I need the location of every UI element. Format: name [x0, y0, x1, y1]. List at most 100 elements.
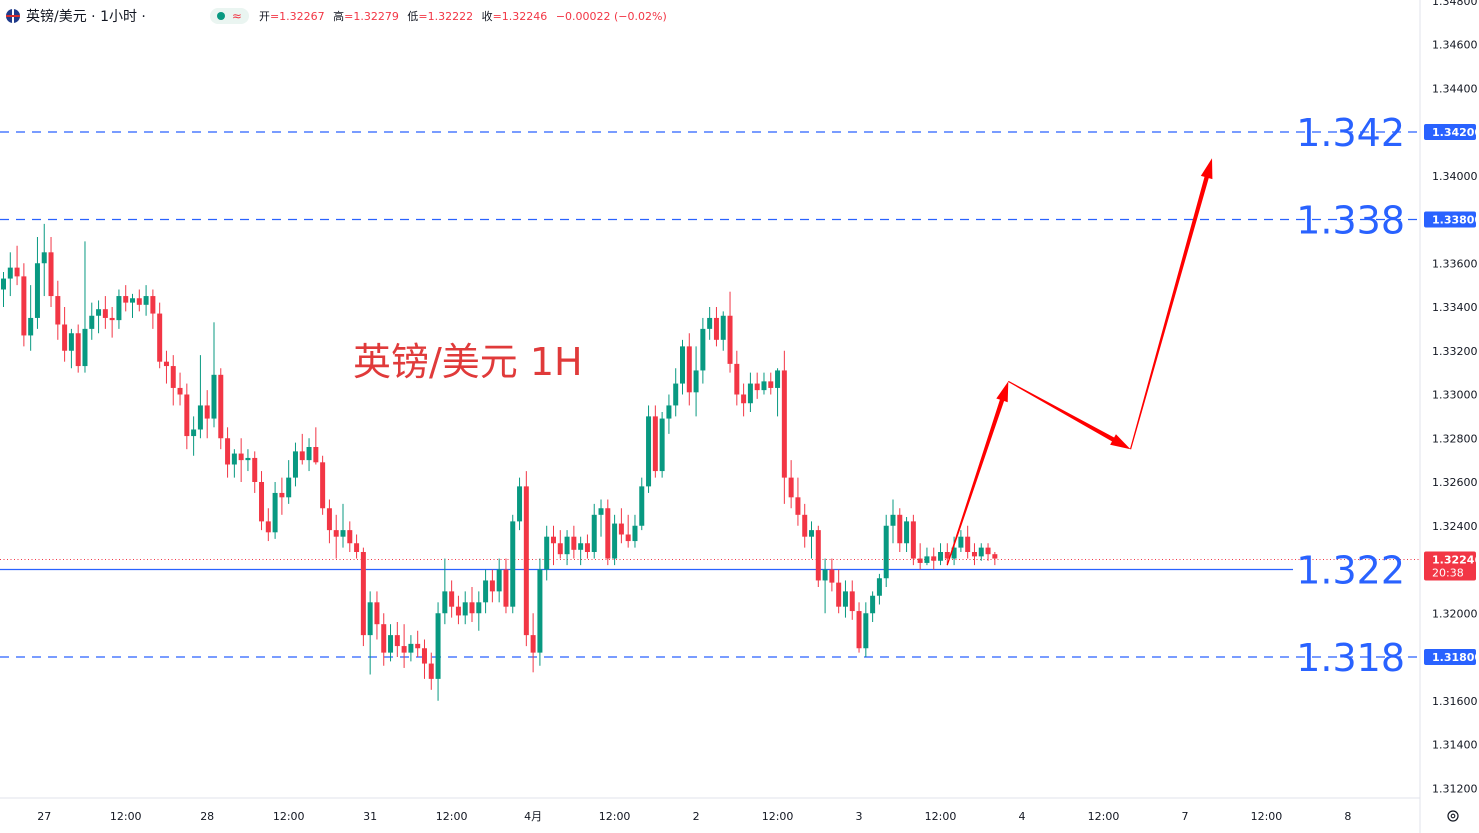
- candle-body: [686, 346, 692, 393]
- candle-body: [218, 374, 224, 439]
- candle-body: [917, 558, 923, 563]
- level-big-label: 1.322: [1296, 549, 1405, 593]
- candle-body: [944, 552, 950, 559]
- candle-body: [815, 530, 821, 581]
- candle-body: [530, 635, 536, 653]
- price-tick-label: 1.32400: [1432, 520, 1478, 533]
- candle-body: [292, 451, 298, 478]
- candle-body: [897, 514, 903, 544]
- time-tick-label: 7: [1181, 810, 1188, 823]
- candle-body: [680, 346, 685, 384]
- open-label: 开: [258, 10, 270, 23]
- candle-body: [707, 317, 713, 329]
- candle-body: [245, 457, 251, 461]
- candle-body: [82, 328, 88, 367]
- time-axis[interactable]: 27 12:00 28 12:00 31 12:00 4月 12:00 2 12:00 3 12:00…: [0, 797, 1420, 823]
- price-axis[interactable]: 1.34600 1.34400 1.34000 1.33600 1.33400 1.332…: [1419, 0, 1479, 833]
- candle-body: [340, 530, 346, 537]
- candle-body: [618, 523, 624, 535]
- candle-body: [517, 486, 523, 522]
- candle-body: [41, 252, 47, 264]
- price-tick-label: 1.33600: [1432, 257, 1478, 270]
- candle-body: [96, 309, 102, 316]
- candle-body: [55, 296, 61, 325]
- settings-gear-icon[interactable]: [1447, 810, 1459, 822]
- candle-body: [578, 543, 584, 550]
- candle-body: [306, 447, 312, 461]
- candle-body: [354, 543, 360, 552]
- candle-body: [503, 569, 509, 607]
- time-tick-label: 4月: [524, 810, 542, 823]
- candle-body: [625, 534, 631, 542]
- candle-body: [822, 569, 828, 581]
- time-tick-label: 12:00: [1088, 810, 1120, 823]
- symbol-label[interactable]: 英镑/美元 · 1小时 ·: [26, 9, 146, 25]
- candle-body: [265, 521, 271, 533]
- candle-body: [523, 486, 529, 636]
- candle-body: [408, 643, 414, 653]
- time-tick-label: 12:00: [436, 810, 468, 823]
- candle-body: [68, 333, 74, 351]
- time-tick-label: 12:00: [599, 810, 631, 823]
- price-tick-label: 1.34600: [1432, 39, 1478, 52]
- candle-body: [211, 374, 217, 419]
- level-lines: [0, 131, 1420, 658]
- level-axis-box: [1424, 649, 1476, 665]
- projection-arrow: [1008, 380, 1131, 450]
- candle-body: [754, 383, 760, 391]
- high-label: 高: [333, 10, 345, 23]
- candle-body: [14, 267, 20, 277]
- time-tick-label: 12:00: [273, 810, 305, 823]
- candle-body: [910, 521, 916, 559]
- candle-body: [938, 552, 944, 561]
- candle-body: [951, 547, 957, 559]
- time-tick-label: 28: [200, 810, 214, 823]
- ohlc-readout: 开=1.32267 高=1.32279 低=1.32222 收=1.32246 …: [259, 8, 672, 24]
- candle-body: [326, 508, 332, 531]
- candle-body: [605, 508, 611, 559]
- candle-body: [476, 602, 482, 614]
- time-tick-label: 12:00: [762, 810, 794, 823]
- candle-body: [795, 497, 801, 515]
- indicator-pills[interactable]: ≈: [209, 8, 249, 24]
- candle-body: [564, 536, 570, 555]
- price-tick-label: 1.31600: [1432, 695, 1478, 708]
- price-tick-label: 1.33000: [1432, 389, 1478, 402]
- current-price-box: [1424, 551, 1476, 581]
- candle-body: [978, 547, 984, 557]
- candle-body: [442, 591, 448, 614]
- projection-arrow: [1129, 158, 1213, 450]
- candle-body: [21, 276, 27, 336]
- time-tick-label: 12:00: [925, 810, 957, 823]
- candle-body: [455, 606, 461, 616]
- candle-body: [143, 296, 149, 305]
- time-tick-label: 8: [1344, 810, 1351, 823]
- candle-body: [150, 296, 156, 314]
- candle-body: [734, 363, 740, 395]
- candle-body: [775, 370, 781, 388]
- candle-body: [279, 492, 285, 498]
- time-tick-label: 4: [1019, 810, 1026, 823]
- price-tick-label: 1.31400: [1432, 739, 1478, 752]
- candle-body: [163, 361, 169, 367]
- candle-body: [931, 556, 937, 561]
- price-axis-ticks: 1.34600 1.34400 1.34000 1.33600 1.33400 1.332…: [1432, 0, 1478, 795]
- candle-body: [544, 536, 550, 570]
- level-axis-label: 1.31800: [1432, 651, 1479, 664]
- price-tick-label: 1.34000: [1432, 170, 1478, 183]
- candle-body: [197, 405, 203, 430]
- candle-body: [252, 457, 258, 482]
- candle-body: [802, 514, 808, 537]
- candle-body: [333, 530, 339, 537]
- candle-body: [136, 298, 142, 305]
- chart-annotation: 英镑/美元 1H: [353, 340, 583, 384]
- price-tick-label: 1.31200: [1432, 782, 1478, 795]
- candle-body: [286, 477, 292, 498]
- candle-body: [28, 317, 34, 336]
- low-value: =1.32222: [418, 10, 474, 23]
- candle-body: [788, 477, 794, 498]
- candle-body: [421, 648, 427, 664]
- time-tick-label: 12:00: [1251, 810, 1283, 823]
- current-price-label: 1.32246: [1432, 553, 1479, 566]
